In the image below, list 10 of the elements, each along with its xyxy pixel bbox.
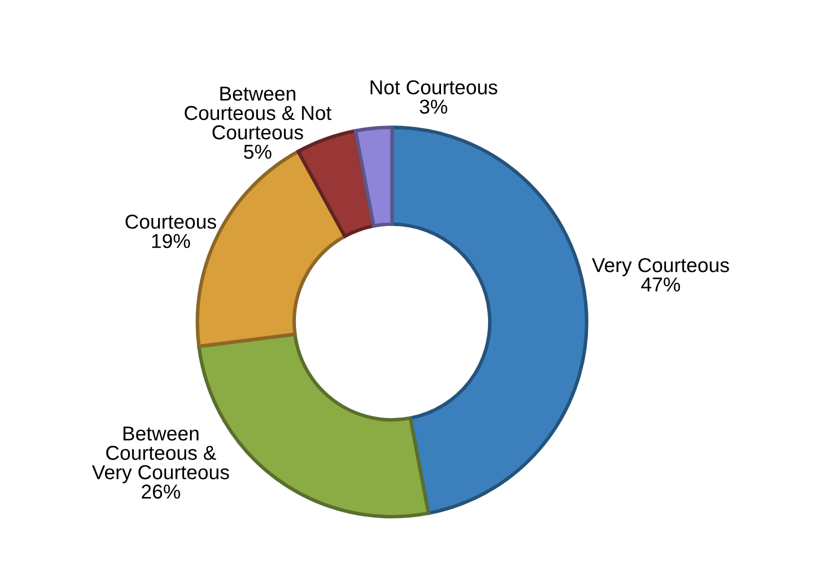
data-label: 3% [420, 100, 448, 114]
slice-label: Between Courteous & Not Courteous [184, 86, 332, 140]
slice-label: Very Courteous [592, 258, 729, 276]
data-label: 5% [244, 144, 272, 159]
data-label: 47% [641, 278, 680, 292]
data-label: 19% [152, 234, 190, 248]
slice-label: Between Courteous & Very Courteous [92, 426, 230, 484]
slice-label: Courteous [126, 214, 216, 229]
data-label: 26% [142, 484, 180, 499]
slice-label: Not Courteous [370, 80, 498, 94]
